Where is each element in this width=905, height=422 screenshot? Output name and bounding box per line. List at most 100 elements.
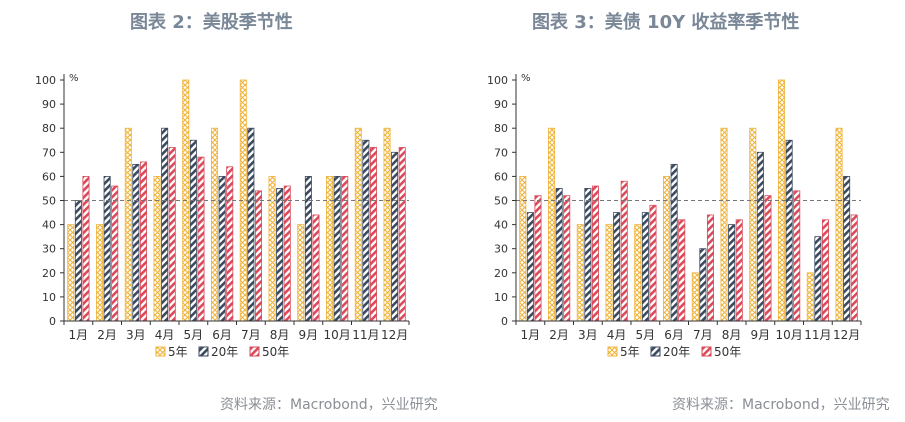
bar-5yr-8: [268, 176, 276, 322]
legend-swatch-50yr: [249, 346, 260, 357]
bar-5yr-1: [519, 176, 527, 322]
y-tick-label: 10: [42, 291, 56, 304]
bar-5yr-12: [835, 127, 843, 322]
x-tick-label: 7月: [693, 328, 713, 342]
bar-20yr-3: [132, 163, 140, 322]
y-tick-label: 20: [42, 267, 56, 280]
legend-label-50yr: 50年: [262, 345, 289, 359]
bar-5yr-11: [354, 127, 362, 322]
bar-20yr-8: [728, 224, 736, 322]
y-tick-label: 60: [42, 170, 56, 183]
bar-50yr-2: [111, 185, 119, 322]
bar-50yr-4: [168, 147, 176, 322]
y-axis-unit-label: %: [521, 73, 531, 84]
bar-5yr-3: [124, 127, 132, 322]
bar-20yr-9: [304, 176, 312, 322]
y-tick-label: 40: [42, 219, 56, 232]
y-tick-label: 50: [42, 195, 56, 208]
bar-5yr-4: [153, 176, 161, 322]
x-tick-label: 9月: [751, 328, 771, 342]
bar-5yr-11: [806, 272, 814, 322]
bar-20yr-2: [555, 188, 563, 322]
bar-5yr-9: [749, 127, 757, 322]
legend-label-20yr: 20年: [663, 345, 690, 359]
treasury-seasonality-chart: % 0 10 20 30 40 50 60 70 80 90 100 1月 2月 3月 4月 5月 6月 7月 8月 9…: [487, 73, 862, 359]
bar-20yr-6: [218, 176, 226, 322]
x-tick-label: 3月: [126, 328, 146, 342]
bar-50yr-11: [821, 219, 829, 322]
bar-50yr-12: [850, 214, 858, 322]
bar-5yr-4: [605, 224, 613, 322]
x-tick-label: 1月: [69, 328, 89, 342]
legend-swatch-20yr: [198, 346, 209, 357]
legend-label-5yr: 5年: [620, 345, 640, 359]
x-tick-label: 6月: [664, 328, 684, 342]
y-tick-label: 50: [494, 195, 508, 208]
bar-50yr-4: [620, 180, 628, 322]
bar-5yr-3: [576, 224, 584, 322]
legend-swatch-50yr: [701, 346, 712, 357]
legend-label-50yr: 50年: [714, 345, 741, 359]
x-tick-label: 12月: [381, 328, 408, 342]
y-tick-label: 70: [494, 146, 508, 159]
bar-5yr-12: [383, 127, 391, 322]
bar-20yr-11: [362, 139, 370, 322]
y-tick-label: 70: [42, 146, 56, 159]
bar-5yr-2: [548, 127, 556, 322]
chart-title-left: 图表 2：美股季节性: [130, 12, 293, 33]
bar-20yr-5: [189, 139, 197, 322]
legend-swatch-20yr: [650, 346, 661, 357]
bar-20yr-5: [641, 212, 649, 322]
y-tick-label: 90: [494, 98, 508, 111]
y-tick-label: 0: [49, 315, 56, 328]
y-axis-unit-label: %: [69, 73, 79, 84]
x-tick-label: 2月: [549, 328, 569, 342]
y-tick-label: 10: [494, 291, 508, 304]
bar-20yr-4: [161, 127, 169, 322]
x-tick-label: 10月: [323, 328, 350, 342]
bar-50yr-6: [226, 166, 234, 322]
bar-20yr-10: [333, 176, 341, 322]
bar-50yr-3: [591, 185, 599, 322]
x-tick-label: 5月: [636, 328, 656, 342]
y-tick-label: 0: [501, 315, 508, 328]
bar-20yr-6: [670, 163, 678, 322]
legend-swatch-5yr: [607, 346, 618, 357]
bar-5yr-6: [663, 176, 671, 322]
bar-50yr-11: [369, 147, 377, 322]
source-note-left: 资料来源：Macrobond，兴业研究: [220, 397, 438, 413]
bar-20yr-4: [613, 212, 621, 322]
bar-20yr-12: [391, 151, 399, 322]
y-tick-label: 80: [494, 122, 508, 135]
legend-label-20yr: 20年: [211, 345, 238, 359]
x-tick-label: 9月: [299, 328, 319, 342]
bar-50yr-9: [764, 195, 772, 322]
bar-50yr-10: [341, 176, 349, 322]
x-tick-label: 6月: [212, 328, 232, 342]
bar-20yr-1: [526, 212, 534, 322]
bar-20yr-10: [785, 139, 793, 322]
bar-50yr-3: [139, 161, 147, 322]
bar-50yr-12: [398, 147, 406, 322]
bar-50yr-9: [312, 214, 320, 322]
bar-50yr-2: [563, 195, 571, 322]
y-tick-label: 100: [35, 74, 56, 87]
x-tick-label: 11月: [804, 328, 831, 342]
x-tick-label: 3月: [578, 328, 598, 342]
bar-20yr-7: [699, 248, 707, 322]
x-tick-label: 7月: [241, 328, 261, 342]
bar-5yr-5: [634, 224, 642, 322]
source-note-right: 资料来源：Macrobond，兴业研究: [672, 397, 890, 413]
bar-50yr-5: [197, 156, 205, 322]
bar-20yr-9: [756, 151, 764, 322]
legend-label-5yr: 5年: [168, 345, 188, 359]
bar-20yr-11: [814, 236, 822, 322]
bar-5yr-9: [297, 224, 305, 322]
bar-50yr-10: [793, 190, 801, 322]
bar-20yr-12: [843, 176, 851, 322]
x-tick-label: 2月: [97, 328, 117, 342]
bar-50yr-8: [735, 219, 743, 322]
y-tick-label: 40: [494, 219, 508, 232]
bar-50yr-8: [283, 185, 291, 322]
bar-50yr-5: [649, 204, 657, 322]
